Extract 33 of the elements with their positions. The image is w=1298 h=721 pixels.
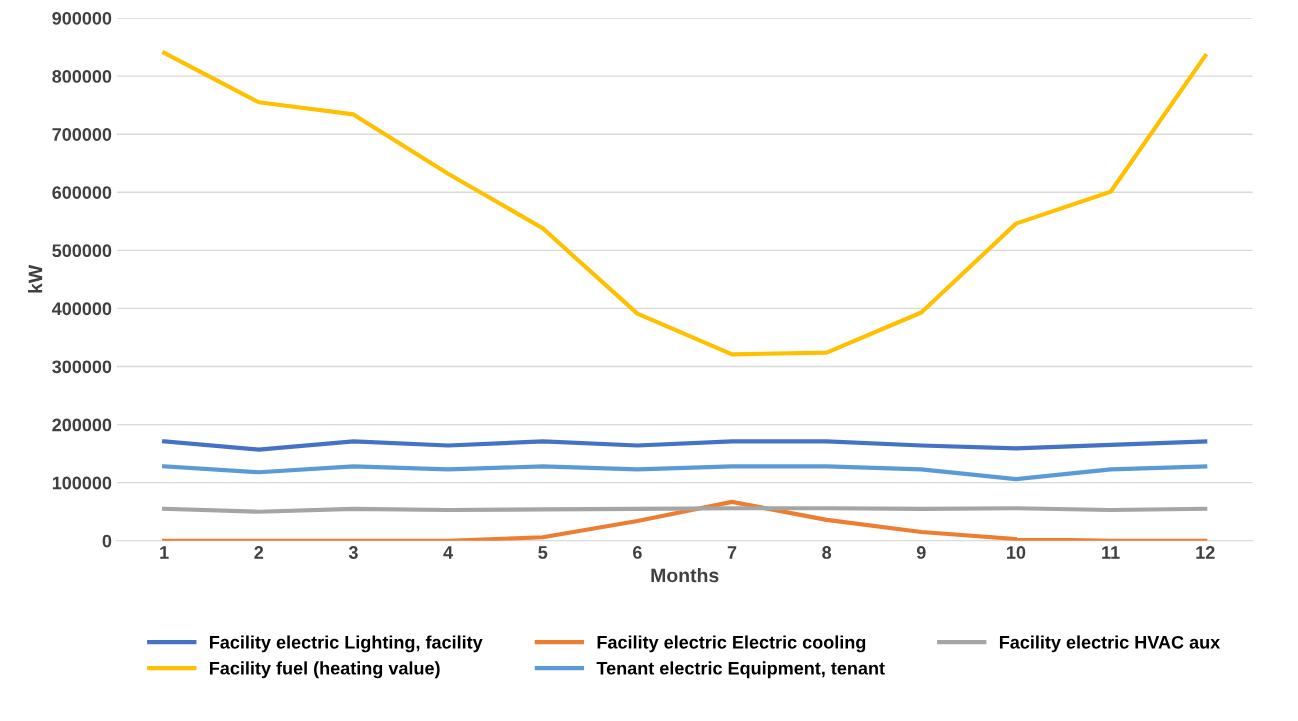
x-tick-label: 9 bbox=[916, 546, 926, 559]
y-tick-label: 900000 bbox=[52, 11, 112, 25]
y-tick-label: 500000 bbox=[52, 244, 112, 258]
x-tick-label: 7 bbox=[727, 546, 737, 559]
x-tick-label: 5 bbox=[538, 546, 548, 559]
y-tick-label: 0 bbox=[102, 534, 112, 548]
x-tick-label: 6 bbox=[633, 546, 642, 559]
y-tick-label: 300000 bbox=[52, 360, 112, 374]
x-tick-label: 11 bbox=[1102, 546, 1120, 559]
legend-label: Tenant electric Equipment, tenant bbox=[596, 661, 885, 679]
y-tick-label: 400000 bbox=[51, 302, 112, 316]
line-series bbox=[162, 439, 1208, 452]
legend-label: Facility fuel (heating value) bbox=[209, 661, 440, 679]
y-tick-label: 100000 bbox=[52, 476, 112, 490]
x-tick-label: 1 bbox=[160, 546, 169, 559]
y-tick-label: 700000 bbox=[52, 128, 112, 141]
x-axis-title: Months bbox=[651, 568, 719, 583]
x-tick-label: 10 bbox=[1007, 546, 1026, 559]
line-series bbox=[162, 50, 1208, 357]
y-tick-label: 600000 bbox=[52, 186, 112, 199]
legend-label: Facility electric Electric cooling bbox=[597, 635, 866, 653]
y-tick-label: 800000 bbox=[52, 70, 112, 83]
legend-label: Facility electric Lighting, facility bbox=[209, 635, 483, 653]
x-tick-label: 12 bbox=[1196, 546, 1215, 559]
x-tick-label: 3 bbox=[348, 546, 358, 559]
y-axis-title: kW bbox=[28, 264, 43, 293]
legend-label: Facility electric HVAC aux bbox=[999, 635, 1221, 653]
x-tick-label: 4 bbox=[443, 546, 453, 559]
line-series bbox=[162, 499, 1208, 541]
x-tick-label: 8 bbox=[822, 546, 832, 559]
y-tick-label: 200000 bbox=[52, 418, 112, 432]
x-tick-label: 2 bbox=[254, 546, 264, 559]
line-series bbox=[162, 464, 1208, 482]
